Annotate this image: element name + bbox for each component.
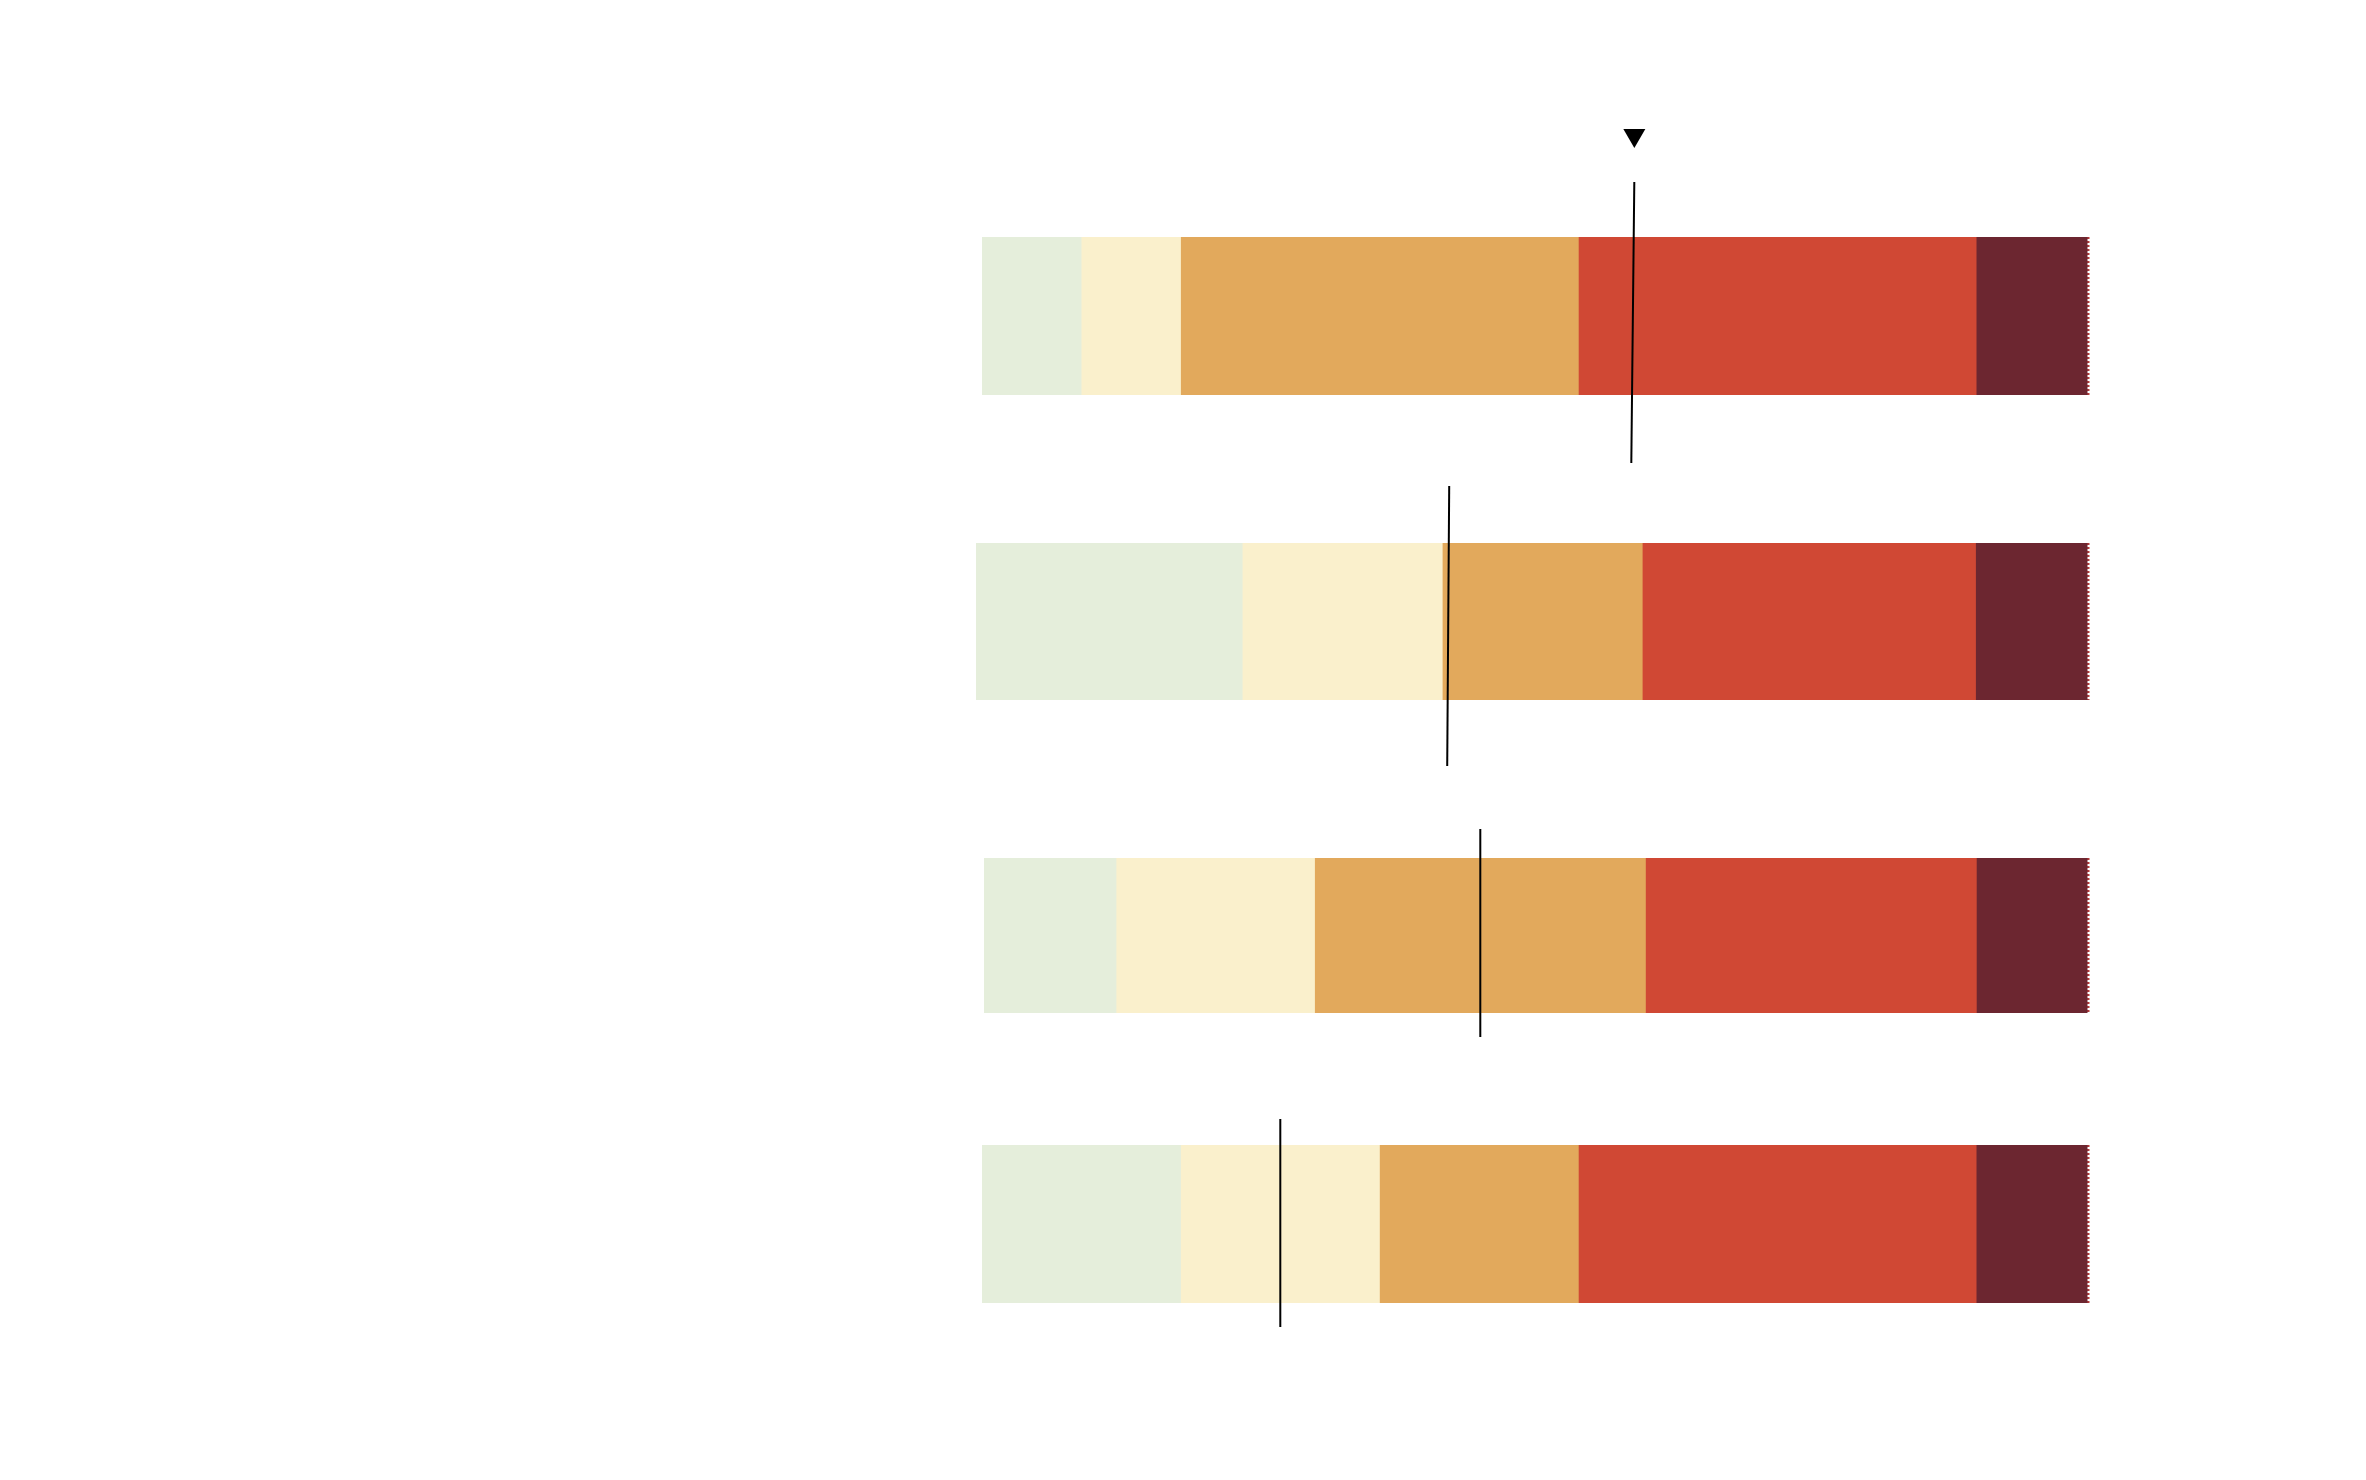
bar-segment-1-1	[982, 237, 1082, 395]
bar-segment-3-2	[1116, 858, 1316, 1013]
bar-segment-1-4	[1578, 237, 1977, 395]
bar-segment-4-1	[982, 1145, 1182, 1303]
bar-segment-4-4	[1578, 1145, 1977, 1303]
marker-line-2	[1446, 485, 1451, 767]
bar-row-3	[984, 858, 2090, 1013]
bar-segment-3-5	[1976, 858, 2088, 1013]
bar-segment-2-4	[1642, 543, 1977, 700]
bar-row-4	[982, 1145, 2090, 1303]
markers-layer	[1279, 129, 1646, 1327]
bars-layer	[976, 237, 2090, 1303]
bar-segment-4-5	[1976, 1145, 2088, 1303]
bar-segment-2-5	[1975, 543, 2088, 700]
bar-row-2	[976, 543, 2090, 700]
bar-segment-3-1	[984, 858, 1117, 1013]
bar-segment-3-4	[1645, 858, 1978, 1013]
bar-segment-2-1	[976, 543, 1244, 700]
bar-segment-1-5	[1976, 237, 2088, 395]
bar-row-1	[982, 237, 2090, 395]
bar-segment-1-3	[1180, 237, 1580, 395]
bar-segment-2-2	[1242, 543, 1444, 700]
marker-line-1	[1630, 181, 1636, 464]
marker-triangle-icon	[1623, 129, 1646, 148]
bar-segment-4-3	[1379, 1145, 1580, 1303]
bar-segment-2-3	[1442, 543, 1644, 700]
bar-segment-1-2	[1081, 237, 1182, 395]
